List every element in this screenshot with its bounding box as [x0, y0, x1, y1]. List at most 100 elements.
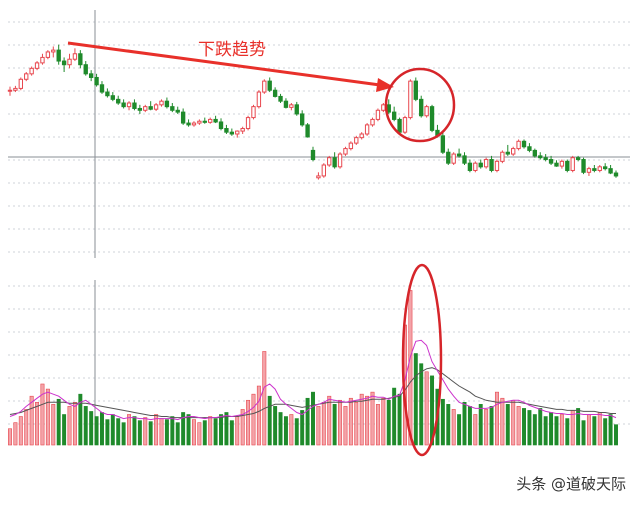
candle-body [527, 146, 532, 151]
candle-body [543, 157, 548, 161]
candle [489, 155, 494, 173]
candle-body [337, 153, 343, 168]
candle [224, 124, 229, 134]
candle [543, 154, 548, 162]
candle-body [521, 140, 527, 148]
candle [110, 92, 115, 102]
volume-bar [381, 397, 386, 446]
candle [283, 98, 289, 109]
candle [143, 104, 148, 113]
volume-bar [246, 399, 251, 446]
candle [99, 81, 105, 94]
candle-body [208, 118, 213, 123]
candle [370, 117, 375, 127]
candle-body [143, 106, 148, 111]
volume-bar [370, 391, 375, 446]
candle [294, 101, 299, 116]
candle [272, 87, 278, 98]
candle-body [429, 106, 435, 131]
candle [473, 161, 478, 173]
candle [505, 144, 510, 156]
volume-bar [457, 414, 462, 446]
volume-bar [202, 420, 207, 446]
candle-body [516, 140, 521, 150]
volume-bar [78, 393, 83, 446]
candle [13, 85, 18, 93]
volume-bar [592, 416, 597, 446]
candle [446, 148, 451, 165]
candle [575, 155, 581, 162]
candle [116, 95, 121, 105]
candle-body [29, 67, 34, 75]
candle-body [116, 98, 121, 104]
candle [478, 159, 483, 169]
candle-body [559, 160, 565, 167]
volume-bar [478, 404, 483, 446]
volume-bar [494, 391, 499, 446]
candle [251, 104, 256, 120]
candle [327, 155, 332, 167]
volume-bar [311, 391, 315, 446]
price-spike-highlight-circle [384, 67, 456, 143]
candle-body [132, 102, 137, 109]
candle [256, 90, 262, 109]
volume-bar [224, 412, 229, 446]
downtrend-annotation-label: 下跌趋势 [198, 40, 266, 60]
candle [321, 163, 326, 178]
candle-body [500, 151, 505, 162]
candle [332, 152, 337, 169]
candle-body [229, 131, 235, 135]
candle [137, 104, 143, 114]
volume-bar [159, 418, 164, 446]
candle [121, 99, 126, 109]
candle-body [381, 104, 386, 111]
volume-bar [338, 399, 343, 446]
volume-bar [197, 422, 202, 446]
candle-body [597, 166, 602, 171]
candle [262, 79, 267, 94]
candle [159, 99, 164, 107]
candle-body [413, 80, 418, 100]
candle [581, 157, 586, 175]
candle-body [191, 122, 197, 126]
candle [364, 123, 370, 136]
candle [67, 53, 72, 69]
volume-bar [554, 416, 559, 446]
candle [7, 86, 13, 96]
volume-bar [51, 404, 56, 446]
candle-body [375, 109, 381, 120]
volume-bar [45, 388, 50, 446]
candle [516, 139, 521, 151]
candle [440, 132, 446, 155]
candle [126, 101, 132, 111]
candle [603, 163, 608, 171]
candle-body [321, 164, 326, 177]
volume-bar [283, 416, 288, 446]
candle [359, 132, 364, 140]
candle [521, 139, 527, 149]
candle [462, 152, 467, 165]
volume-bar [229, 420, 234, 446]
candle [613, 170, 619, 178]
volume-bar [56, 398, 61, 446]
candle-body [532, 149, 538, 157]
volume-bar [67, 406, 72, 446]
volume-bar [446, 404, 451, 446]
candle [148, 101, 153, 111]
volume-bar [375, 404, 380, 446]
candle-body [51, 49, 56, 53]
volume-spike-highlight-ellipse [401, 263, 443, 457]
candle-body [61, 60, 67, 66]
volume-bar [413, 353, 418, 446]
candle [500, 150, 505, 164]
candle-body [153, 104, 159, 110]
volume-bar [256, 385, 261, 446]
candle-body [67, 58, 72, 66]
volume-bar [8, 428, 12, 446]
candle-body [245, 117, 251, 130]
candle [34, 61, 40, 71]
volume-bar [127, 414, 132, 446]
candle-body [262, 80, 267, 93]
volume-bar [132, 416, 137, 446]
candle-body [565, 160, 570, 171]
